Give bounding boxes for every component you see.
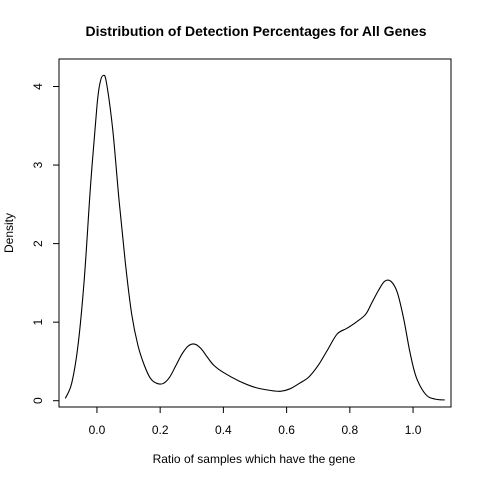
y-tick-label: 1 <box>31 319 45 326</box>
y-tick-label: 0 <box>31 397 45 404</box>
y-tick-label: 4 <box>31 83 45 90</box>
x-tick-label: 0.6 <box>278 423 295 437</box>
x-tick-label: 0.0 <box>89 423 106 437</box>
x-tick-label: 0.4 <box>215 423 232 437</box>
density-curve <box>64 74 445 401</box>
plot-frame <box>58 58 452 408</box>
y-tick-label: 2 <box>31 240 45 247</box>
x-tick-label: 0.2 <box>152 423 169 437</box>
x-axis: 0.0 0.2 0.4 0.6 0.8 1.0 <box>89 407 422 437</box>
y-axis-label: Density <box>2 213 16 253</box>
x-axis-label: Ratio of samples which have the gene <box>153 452 356 466</box>
x-tick-label: 0.8 <box>341 423 358 437</box>
x-tick-label: 1.0 <box>405 423 422 437</box>
y-axis: 0 1 2 3 4 <box>31 83 59 404</box>
chart-title: Distribution of Detection Percentages fo… <box>86 23 427 39</box>
y-tick-label: 3 <box>31 161 45 168</box>
